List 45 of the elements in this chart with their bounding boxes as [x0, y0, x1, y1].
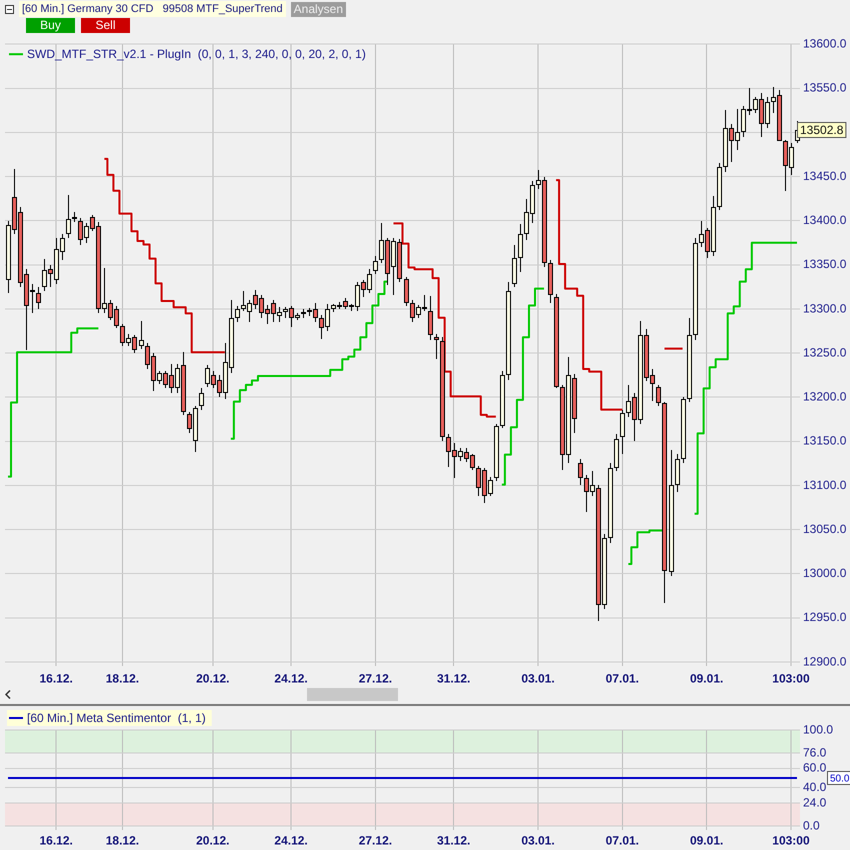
x-tick-label: 31.12.	[437, 834, 470, 848]
y-tick-label: 100.0	[803, 722, 834, 736]
x-tick-label: 18.12.	[106, 834, 140, 848]
x-tick-label: 09.01.	[690, 672, 724, 686]
x-tick-label: 20.12.	[196, 672, 230, 686]
y-tick-label: 24.0	[803, 795, 827, 810]
x-tick-label: 20.12.	[196, 834, 230, 848]
x-tick-label: 103:00	[772, 672, 810, 686]
y-tick-label: 40.0	[803, 780, 827, 794]
y-tick-label: 13400.0	[803, 213, 847, 228]
y-tick-label: 60.0	[803, 760, 827, 775]
y-tick-label: 13000.0	[803, 566, 847, 580]
y-tick-label: 13600.0	[803, 36, 847, 51]
y-tick-label: 13150.0	[803, 434, 847, 448]
y-tick-label: 12950.0	[803, 610, 847, 624]
x-tick-label: 103:00	[772, 834, 810, 848]
x-tick-label: 09.01.	[690, 834, 724, 848]
text: 50.0	[830, 773, 850, 784]
x-tick-label: 03.01.	[521, 834, 555, 848]
legend-label: [60 Min.] Meta Sentimentor (1, 1)	[27, 710, 206, 725]
x-tick-label: 27.12.	[358, 672, 392, 686]
y-tick-label: 0.0	[803, 818, 820, 832]
y-tick-label: 13300.0	[803, 301, 847, 316]
x-tick-label: 07.01.	[606, 672, 640, 686]
y-tick-label: 76.0	[803, 745, 827, 760]
x-tick-label: 07.01.	[606, 834, 640, 848]
x-tick-label: 27.12.	[358, 834, 392, 848]
x-tick-label: 03.01.	[521, 672, 555, 686]
y-tick-label: 13100.0	[803, 478, 847, 492]
x-tick-label: 31.12.	[437, 672, 470, 686]
x-tick-label: 24.12.	[274, 834, 308, 848]
x-tick-label: 18.12.	[106, 672, 140, 686]
legend-label: SWD_MTF_STR_v2.1 - PlugIn (0, 0, 1, 3, 240, 0, 0, 20, 2, 0, 1)	[27, 47, 366, 62]
y-tick-label: 13050.0	[803, 522, 847, 536]
x-tick-label: 24.12.	[274, 672, 308, 686]
x-tick-label: 16.12.	[40, 672, 73, 686]
x-tick-label: 16.12.	[40, 834, 73, 848]
chart-title: [60 Min.] Germany 30 CFD 99508 MTF_SuperTrend	[19, 1, 286, 17]
y-tick-label: 13550.0	[803, 80, 847, 95]
y-tick-label: 13450.0	[803, 168, 847, 183]
y-tick-label: 13200.0	[803, 390, 847, 404]
y-tick-label: 13250.0	[803, 345, 847, 360]
annotation: 13502.8	[800, 122, 844, 137]
y-tick-label: 12900.0	[803, 654, 847, 668]
y-tick-label: 13350.0	[803, 257, 847, 272]
